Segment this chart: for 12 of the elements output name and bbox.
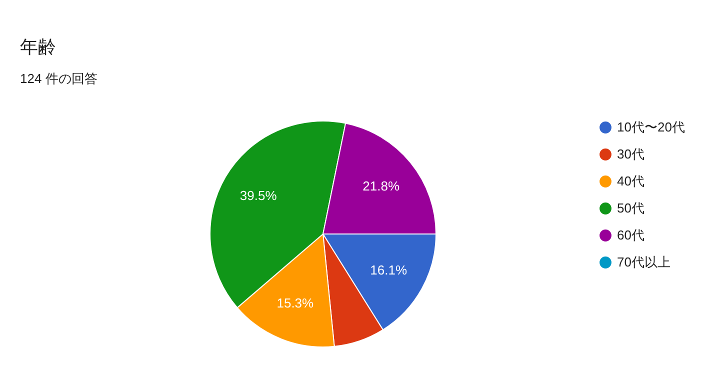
legend-label: 50代 (617, 200, 644, 216)
legend-label: 40代 (617, 174, 644, 188)
data-label: 16.1% (370, 262, 408, 278)
legend-label: 10代〜20代 (617, 120, 685, 134)
legend-label: 30代 (617, 146, 644, 162)
legend-label: 70代以上 (617, 254, 670, 270)
data-label: 21.8% (362, 178, 400, 194)
data-label: 15.3% (276, 296, 314, 311)
text: 年齢 (20, 37, 56, 57)
data-label: 39.5% (240, 188, 278, 204)
text: 124 件の回答 (20, 71, 98, 86)
legend-label: 60代 (617, 228, 644, 242)
